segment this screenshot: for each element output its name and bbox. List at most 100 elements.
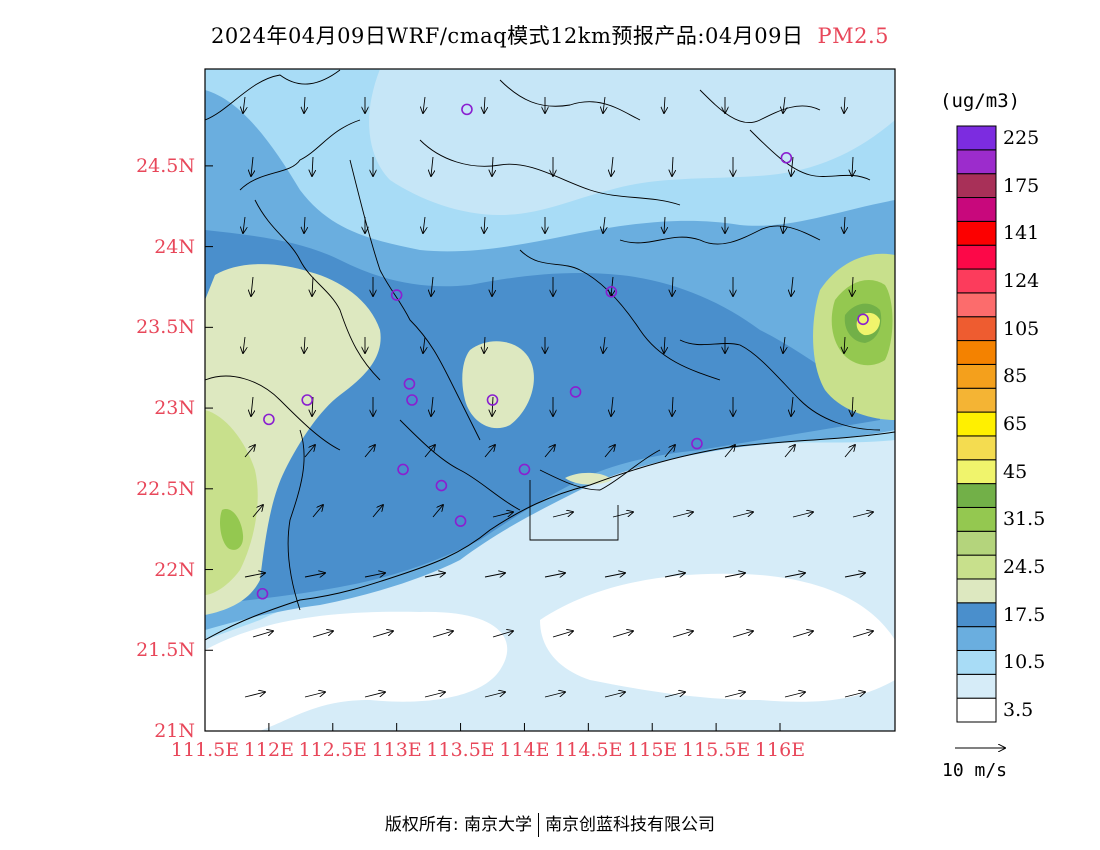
legend-swatch — [956, 220, 997, 246]
lat-label: 23.5N — [136, 316, 195, 339]
wind-arrow — [724, 573, 745, 577]
lat-label: 23N — [154, 397, 195, 420]
wind-arrow — [791, 396, 793, 416]
legend-label: 24.5 — [1003, 556, 1046, 579]
station-marker — [691, 437, 703, 450]
wind-arrow — [784, 445, 795, 458]
wind-arrow — [664, 96, 665, 113]
wind-arrow — [852, 512, 873, 518]
wind-arrow — [244, 445, 255, 458]
wind-arrow — [304, 216, 305, 233]
station-marker — [605, 286, 618, 298]
legend-swatch — [956, 268, 997, 294]
wind-arrow — [783, 216, 785, 233]
wind-arrow — [431, 156, 433, 176]
wind-arrow — [664, 216, 665, 233]
wind-arrow — [423, 336, 425, 353]
lon-label: 112.5E — [298, 739, 367, 761]
legend-label: 45 — [1003, 460, 1028, 483]
wind-arrow — [252, 631, 273, 638]
title-main: 2024年04月09日WRF/cmaq模式12km预报产品:04月09日 — [211, 24, 804, 48]
wind-arrow — [844, 445, 855, 458]
station-marker — [256, 587, 269, 600]
wind-arrow — [484, 96, 485, 113]
wind-arrow — [672, 276, 673, 296]
wind-arrow — [432, 505, 443, 518]
wind-arrow — [484, 216, 485, 233]
wind-arrow — [783, 336, 785, 353]
wind-arrow — [431, 396, 433, 416]
wind-arrow — [664, 573, 685, 577]
legend-label: 3.5 — [1003, 699, 1034, 722]
wind-arrow — [484, 573, 505, 577]
wind-arrow — [484, 692, 505, 698]
wind-arrow — [603, 96, 605, 113]
legend-swatch — [956, 483, 997, 508]
wind-arrow — [784, 692, 805, 698]
legend-swatch — [956, 673, 997, 699]
title-pollutant: PM2.5 — [817, 24, 889, 48]
wind-arrow — [672, 156, 673, 176]
monitoring-stations — [256, 103, 869, 600]
lon-label: 116E — [754, 739, 806, 761]
wind-arrow — [844, 573, 865, 577]
station-marker — [461, 103, 473, 116]
wind-arrow — [604, 573, 625, 577]
wind-arrow — [791, 276, 793, 296]
copyright-text: 版权所有: 南京大学 — [384, 815, 533, 835]
wind-arrow — [852, 156, 853, 176]
legend-unit: (ug/m3) — [940, 90, 1021, 112]
legend-swatch — [956, 459, 997, 485]
wind-arrow — [664, 445, 675, 458]
station-marker — [518, 463, 531, 476]
legend-label: 85 — [1003, 365, 1028, 388]
legend-swatch — [956, 197, 997, 222]
map-frame — [204, 68, 896, 732]
wind-arrow — [244, 573, 265, 577]
wind-arrow — [672, 396, 673, 416]
legend-swatch — [956, 387, 997, 413]
wind-arrow — [492, 631, 513, 638]
wind-arrow — [612, 512, 633, 518]
wind-arrow — [732, 512, 753, 518]
wind-arrow — [604, 692, 625, 698]
wind-arrow — [251, 156, 253, 176]
lat-label: 21N — [154, 720, 195, 742]
wind-arrow — [784, 573, 805, 577]
legend-swatch — [956, 292, 997, 318]
wind-arrow — [372, 505, 383, 518]
legend-swatch — [956, 411, 997, 437]
legend-swatch — [956, 244, 997, 270]
legend-label: 65 — [1003, 413, 1028, 435]
concentration-field — [205, 69, 895, 731]
wind-arrow — [544, 445, 555, 458]
partner-text: 南京创蓝科技有限公司 — [545, 815, 716, 835]
station-marker — [263, 413, 275, 426]
wind-arrow — [424, 445, 435, 458]
legend-label: 31.5 — [1003, 508, 1046, 531]
chart-title: 2024年04月09日WRF/cmaq模式12km预报产品:04月09日 PM2.… — [0, 20, 1100, 50]
wind-arrow — [611, 396, 613, 416]
legend-swatch — [956, 435, 997, 461]
legend-label: 105 — [1003, 317, 1040, 340]
station-marker — [397, 463, 409, 476]
legend-swatch — [956, 602, 997, 628]
legend-swatch — [956, 149, 997, 175]
legend-label: 175 — [1003, 174, 1040, 197]
legend-swatch — [956, 363, 997, 389]
wind-arrow — [852, 631, 873, 638]
wind-arrow — [724, 445, 735, 458]
wind-arrow — [611, 156, 613, 176]
copyright-footer: 版权所有: 南京大学 南京创蓝科技有限公司 — [0, 810, 1100, 837]
legend-label: 141 — [1003, 222, 1040, 245]
wind-arrow — [544, 573, 565, 577]
wind-vectors — [243, 96, 873, 698]
wind-arrow — [544, 692, 565, 698]
legend-swatch — [956, 626, 997, 651]
wind-arrow — [664, 692, 685, 698]
wind-arrow — [844, 692, 865, 698]
wind-arrow — [484, 445, 495, 458]
station-marker — [454, 515, 467, 527]
wind-arrow — [431, 276, 433, 296]
